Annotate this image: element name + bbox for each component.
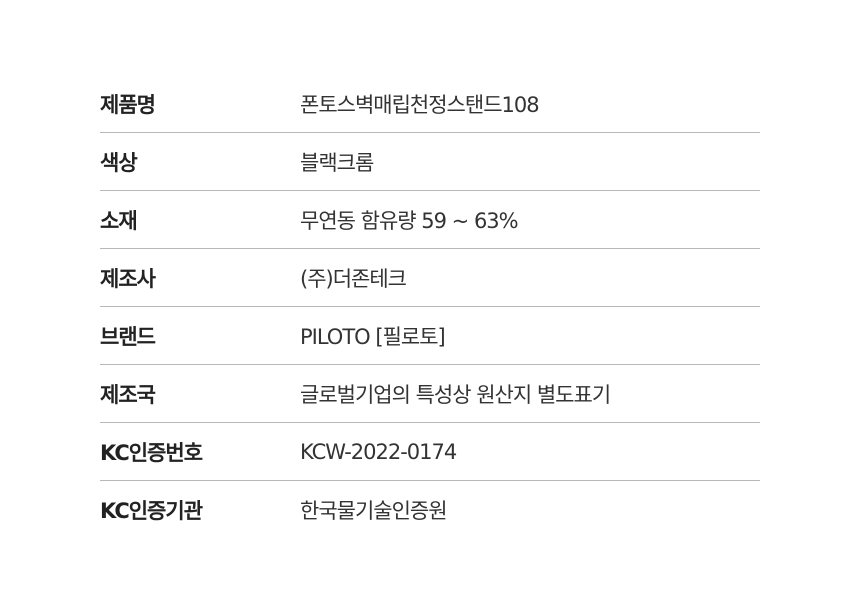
spec-value: KCW-2022-0174 [300, 439, 457, 464]
product-spec-table: 제품명 폰토스벽매립천정스탠드108 색상 블랙크롬 소재 무연동 함유량 59 ~ … [100, 75, 760, 538]
spec-label: 소재 [100, 208, 138, 233]
spec-row-product-name: 제품명 폰토스벽매립천정스탠드108 [100, 75, 760, 133]
spec-label: KC인증번호 [100, 440, 203, 465]
spec-label: 색상 [100, 150, 138, 175]
spec-value: (주)더존테크 [300, 266, 407, 291]
spec-row-country: 제조국 글로벌기업의 특성상 원산지 별도표기 [100, 365, 760, 423]
spec-label: 제조국 [100, 382, 156, 407]
spec-label: KC인증기관 [100, 498, 203, 523]
spec-value: 무연동 함유량 59 ~ 63% [300, 208, 519, 233]
spec-label: 브랜드 [100, 324, 156, 349]
spec-row-material: 소재 무연동 함유량 59 ~ 63% [100, 191, 760, 249]
spec-row-kc-agency: KC인증기관 한국물기술인증원 [100, 481, 760, 538]
spec-value: 한국물기술인증원 [300, 498, 448, 523]
spec-value: 블랙크롬 [300, 150, 374, 175]
spec-label: 제품명 [100, 92, 156, 117]
spec-row-color: 색상 블랙크롬 [100, 133, 760, 191]
spec-value: 폰토스벽매립천정스탠드108 [300, 92, 540, 117]
spec-label: 제조사 [100, 266, 156, 291]
spec-value: PILOTO [필로토] [300, 324, 446, 349]
spec-row-manufacturer: 제조사 (주)더존테크 [100, 249, 760, 307]
spec-value: 글로벌기업의 특성상 원산지 별도표기 [300, 382, 611, 407]
spec-row-brand: 브랜드 PILOTO [필로토] [100, 307, 760, 365]
spec-row-kc-number: KC인증번호 KCW-2022-0174 [100, 423, 760, 481]
